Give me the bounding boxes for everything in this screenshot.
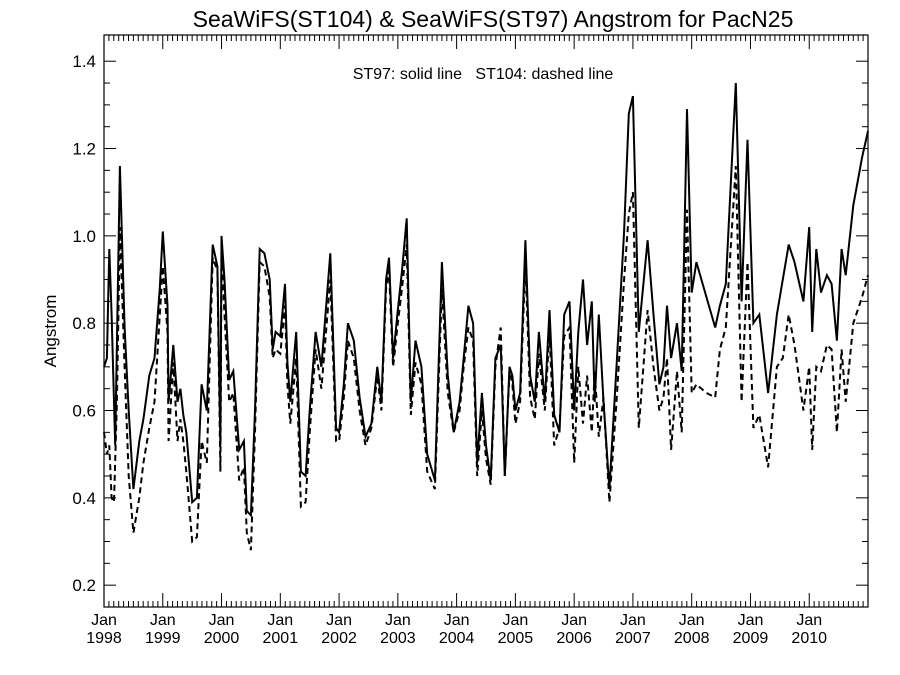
x-tick-month-label: Jan — [385, 612, 411, 629]
x-tick-year-label: 1999 — [145, 630, 181, 647]
x-tick-month-label: Jan — [150, 612, 176, 629]
x-tick-year-label: 2010 — [791, 630, 827, 647]
y-tick-label: 1.0 — [72, 227, 96, 246]
x-tick-month-label: Jan — [444, 612, 470, 629]
series-annotation: ST97: solid line ST104: dashed line — [353, 66, 614, 83]
x-tick-month-label: Jan — [738, 612, 764, 629]
series-layer — [103, 82, 869, 551]
plot-frame — [103, 34, 869, 608]
x-tick-year-label: 2006 — [556, 630, 592, 647]
x-tick-month-label: Jan — [267, 612, 293, 629]
tick-layer — [103, 35, 868, 607]
y-tick-label: 1.2 — [72, 140, 96, 159]
y-axis-label: Angstrom — [41, 295, 60, 368]
x-tick-year-label: 2005 — [498, 630, 534, 647]
x-tick-month-label: Jan — [326, 612, 352, 629]
y-tick-label: 0.2 — [72, 576, 96, 595]
y-tick-label: 0.4 — [72, 489, 96, 508]
x-tick-year-label: 2002 — [321, 630, 357, 647]
x-tick-month-label: Jan — [209, 612, 235, 629]
series-line-st104 — [103, 165, 869, 551]
y-tick-label: 0.8 — [72, 314, 96, 333]
chart-title: SeaWiFS(ST104) & SeaWiFS(ST97) Angstrom … — [193, 6, 794, 32]
x-tick-month-label: Jan — [620, 612, 646, 629]
x-tick-year-label: 2000 — [204, 630, 240, 647]
x-tick-year-label: 2008 — [674, 630, 710, 647]
x-tick-month-label: Jan — [679, 612, 705, 629]
x-tick-year-label: 1998 — [86, 630, 122, 647]
x-tick-year-label: 2009 — [733, 630, 769, 647]
x-tick-month-label: Jan — [561, 612, 587, 629]
tick-label-layer: 0.20.40.60.81.01.21.4Jan1998Jan1999Jan20… — [72, 52, 827, 647]
y-tick-label: 0.6 — [72, 402, 96, 421]
x-tick-month-label: Jan — [91, 612, 117, 629]
y-tick-label: 1.4 — [72, 52, 96, 71]
x-tick-year-label: 2001 — [263, 630, 299, 647]
x-tick-year-label: 2004 — [439, 630, 475, 647]
x-tick-year-label: 2007 — [615, 630, 651, 647]
x-tick-year-label: 2003 — [380, 630, 416, 647]
x-tick-month-label: Jan — [502, 612, 528, 629]
x-tick-month-label: Jan — [796, 612, 822, 629]
